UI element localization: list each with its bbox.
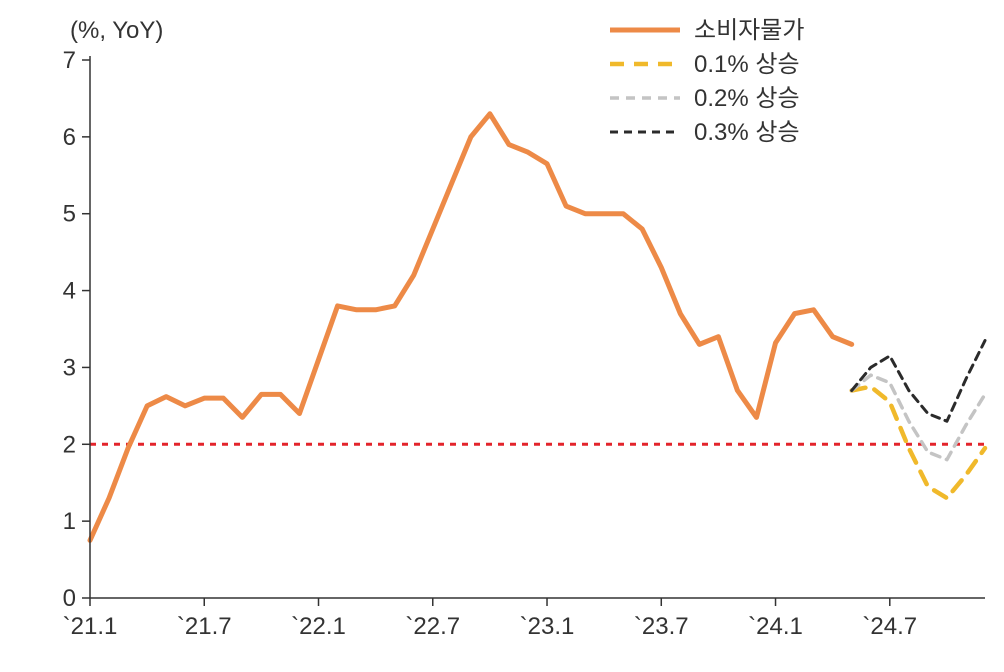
y-tick-label: 0	[63, 585, 76, 612]
x-tick-label: `24.1	[748, 613, 803, 640]
x-tick-label: `21.7	[177, 613, 232, 640]
x-tick-label: `23.7	[634, 613, 689, 640]
x-tick-label: `24.7	[862, 613, 917, 640]
y-tick-label: 5	[63, 201, 76, 228]
legend-label-s03: 0.3% 상승	[694, 119, 800, 146]
x-tick-label: `22.1	[291, 613, 346, 640]
y-tick-label: 7	[63, 47, 76, 74]
y-tick-label: 4	[63, 278, 76, 305]
y-tick-label: 1	[63, 508, 76, 535]
chart-background	[0, 0, 1004, 672]
y-axis-label: (%, YoY)	[70, 17, 163, 44]
x-tick-label: `23.1	[520, 613, 575, 640]
legend-label-cpi: 소비자물가	[694, 17, 804, 44]
x-tick-label: `22.7	[405, 613, 460, 640]
legend-label-s02: 0.2% 상승	[694, 85, 800, 112]
y-tick-label: 2	[63, 431, 76, 458]
y-tick-label: 3	[63, 354, 76, 381]
inflation-chart: 0 1 2 3 4 5 6 7 (%, YoY) `21.1 `21.7 `22.1 `22.7 `23.…	[0, 0, 1004, 672]
chart-svg: 0 1 2 3 4 5 6 7 (%, YoY) `21.1 `21.7 `22.1 `22.7 `23.…	[0, 0, 1004, 672]
y-tick-label: 6	[63, 124, 76, 151]
legend-label-s01: 0.1% 상승	[694, 51, 800, 78]
x-tick-label: `21.1	[63, 613, 118, 640]
